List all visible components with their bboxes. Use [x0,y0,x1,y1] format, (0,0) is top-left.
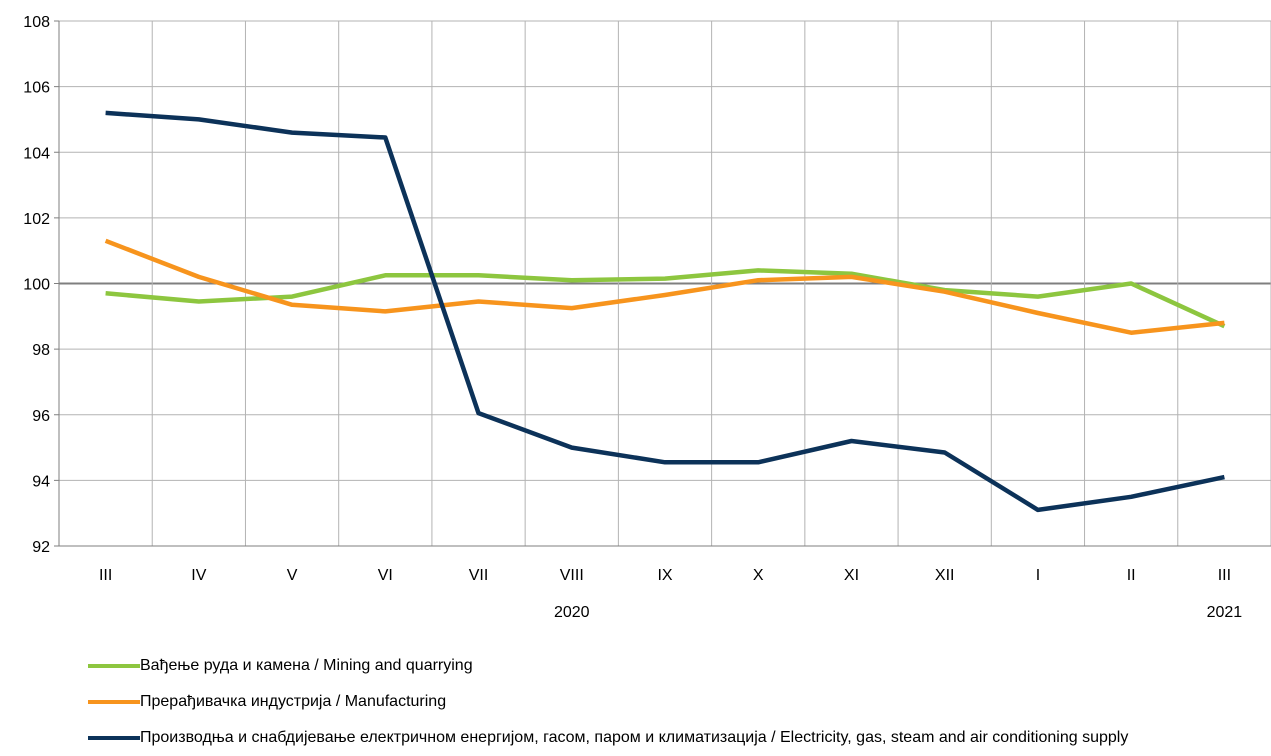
series [104,110,1226,513]
y-tick-label: 92 [32,539,50,556]
year-label: 2020 [554,604,590,621]
series-line-1 [105,268,1226,329]
legend-label: Вађење руда и камена / Mining and quarry… [140,657,473,674]
y-tick-label: 106 [23,80,50,97]
x-tick-label: V [287,567,298,584]
legend-label: Производња и снабдијевање електричном ен… [140,729,1129,746]
grid [59,20,1271,547]
x-tick-label: VIII [560,567,584,584]
legend: Вађење руда и камена / Mining and quarry… [88,648,1128,756]
y-tick-label: 104 [23,145,50,162]
series-line-2 [104,238,1225,335]
legend-swatch [88,700,140,704]
x-tick-label: XII [935,567,955,584]
legend-label: Прерађивачка индустрија / Manufacturing [140,693,447,710]
x-tick-label: I [1036,567,1040,584]
x-tick-label: X [753,567,764,584]
y-tick-label: 98 [32,342,50,359]
legend-item: Вађење руда и камена / Mining and quarry… [88,648,1128,684]
y-tick-label: 94 [32,473,50,490]
x-tick-label: IV [191,567,206,584]
x-tick-label: XI [844,567,859,584]
y-tick-label: 96 [32,408,50,425]
axes [54,20,1271,547]
year-label: 2021 [1207,604,1243,621]
legend-item: Производња и снабдијевање електричном ен… [88,720,1128,756]
legend-item: Прерађивачка индустрија / Manufacturing [88,684,1128,720]
y-tick-label: 108 [23,14,50,31]
x-tick-label: VI [378,567,393,584]
y-tick-label: 102 [23,211,50,228]
y-tick-label: 100 [23,277,50,294]
series-line-3 [105,110,1225,513]
x-tick-label: II [1127,567,1136,584]
legend-swatch [88,736,140,740]
x-tick-label: III [1218,567,1231,584]
x-tick-label: VII [469,567,489,584]
x-tick-label: IX [657,567,672,584]
legend-swatch [88,664,140,668]
x-tick-label: III [99,567,112,584]
